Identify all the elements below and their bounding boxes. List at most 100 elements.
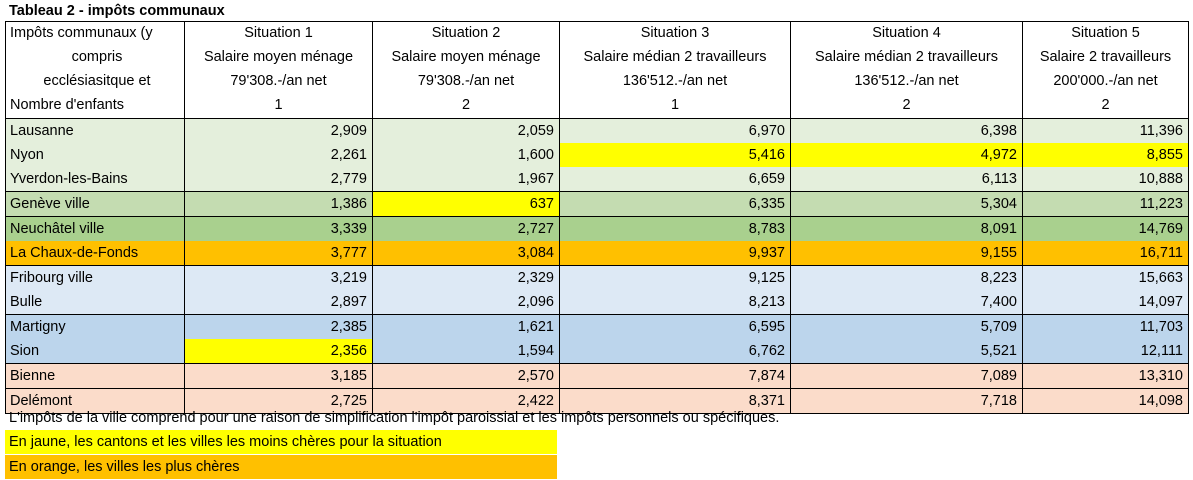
situation-amount: 136'512.-/an net: [622, 73, 728, 89]
table-row: Bienne 3,185 2,570 7,874 7,089 13,310: [5, 363, 1189, 389]
tax-value-situation-2: 637: [372, 191, 560, 217]
tax-value-situation-4: 5,521: [790, 339, 1023, 364]
tax-value-situation-3: 6,762: [559, 339, 791, 364]
situation-children: 2: [902, 97, 911, 113]
city-name: Nyon: [5, 143, 185, 167]
tax-value-situation-5: 11,223: [1022, 191, 1189, 217]
tax-value-situation-3: 5,416: [559, 143, 791, 167]
situation-salary-type: Salaire moyen ménage: [203, 49, 354, 65]
city-name: Bienne: [5, 363, 185, 389]
situation-salary-type: Salaire moyen ménage: [391, 49, 541, 65]
table-row: Genève ville 1,386 637 6,335 5,304 11,223: [5, 191, 1189, 217]
tax-value-situation-4: 7,089: [790, 363, 1023, 389]
tax-value-situation-3: 8,213: [559, 290, 791, 315]
tax-value-situation-3: 6,659: [559, 167, 791, 192]
tax-value-situation-1: 3,339: [184, 216, 373, 241]
tax-value-situation-4: 5,304: [790, 191, 1023, 217]
table-header: Impôts communaux (y compris ecclésiasitq…: [5, 21, 1189, 119]
tax-value-situation-4: 8,223: [790, 265, 1023, 290]
city-name: Sion: [5, 339, 185, 364]
tax-value-situation-5: 11,396: [1022, 118, 1189, 143]
table-row: Nyon 2,261 1,600 5,416 4,972 8,855: [5, 143, 1189, 167]
header-label-line: Impôts communaux (y: [10, 25, 153, 41]
city-name: Genève ville: [5, 191, 185, 217]
tax-value-situation-1: 2,356: [184, 339, 373, 364]
tax-value-situation-4: 7,400: [790, 290, 1023, 315]
situation-amount: 79'308.-/an net: [230, 73, 327, 89]
situation-name: Situation 5: [1071, 25, 1140, 41]
situation-children: 1: [274, 97, 283, 113]
header-label-line: Nombre d'enfants: [10, 97, 124, 113]
city-name: Lausanne: [5, 118, 185, 143]
tax-value-situation-2: 1,600: [372, 143, 560, 167]
table-title: Tableau 2 - impôts communaux: [9, 3, 225, 19]
tax-value-situation-1: 2,779: [184, 167, 373, 192]
legend-yellow: En jaune, les cantons et les villes les …: [5, 430, 557, 454]
tax-value-situation-2: 2,329: [372, 265, 560, 290]
tax-value-situation-1: 3,219: [184, 265, 373, 290]
tax-value-situation-5: 14,098: [1022, 388, 1189, 414]
table-row: Martigny 2,385 1,621 6,595 5,709 11,703: [5, 314, 1189, 339]
table-body: Lausanne 2,909 2,059 6,970 6,398 11,396 Nyon 2,…: [5, 118, 1189, 414]
tax-value-situation-5: 12,111: [1022, 339, 1189, 364]
tax-value-situation-1: 2,385: [184, 314, 373, 339]
table-row: Neuchâtel ville 3,339 2,727 8,783 8,091 14,76…: [5, 216, 1189, 241]
tax-value-situation-2: 3,084: [372, 241, 560, 266]
tax-value-situation-1: 1,386: [184, 191, 373, 217]
tax-value-situation-5: 10,888: [1022, 167, 1189, 192]
tax-value-situation-1: 2,909: [184, 118, 373, 143]
situation-salary-type: Salaire médian 2 travailleurs: [815, 49, 998, 65]
tax-value-situation-2: 1,621: [372, 314, 560, 339]
situation-children: 2: [1101, 97, 1110, 113]
table-row: Delémont 2,725 2,422 8,371 7,718 14,098: [5, 388, 1189, 414]
city-name: Neuchâtel ville: [5, 216, 185, 241]
header-situation-5: Situation 5 Salaire 2 travailleurs 200'0…: [1022, 21, 1189, 119]
table-row: Sion 2,356 1,594 6,762 5,521 12,111: [5, 339, 1189, 364]
header-row-label: Impôts communaux (y compris ecclésiasitq…: [5, 21, 185, 119]
situation-name: Situation 3: [640, 25, 710, 41]
tax-value-situation-3: 9,937: [559, 241, 791, 266]
city-name: La Chaux-de-Fonds: [5, 241, 185, 266]
table-row: Fribourg ville 3,219 2,329 9,125 8,223 15,663: [5, 265, 1189, 290]
tax-value-situation-5: 14,097: [1022, 290, 1189, 315]
tax-value-situation-5: 15,663: [1022, 265, 1189, 290]
header-situation-3: Situation 3 Salaire médian 2 travailleur…: [559, 21, 791, 119]
tax-value-situation-3: 7,874: [559, 363, 791, 389]
tax-value-situation-3: 9,125: [559, 265, 791, 290]
tax-value-situation-4: 5,709: [790, 314, 1023, 339]
tax-value-situation-4: 4,972: [790, 143, 1023, 167]
situation-children: 1: [670, 97, 680, 113]
tax-value-situation-4: 9,155: [790, 241, 1023, 266]
header-situation-4: Situation 4 Salaire médian 2 travailleur…: [790, 21, 1023, 119]
city-name: Bulle: [5, 290, 185, 315]
footnote: L'impôts de la ville comprend pour une r…: [9, 410, 780, 426]
header-label-line: ecclésiasitque et: [43, 73, 151, 89]
tax-value-situation-2: 1,967: [372, 167, 560, 192]
tax-value-situation-3: 6,595: [559, 314, 791, 339]
situation-name: Situation 4: [872, 25, 941, 41]
tax-table: Impôts communaux (y compris ecclésiasitq…: [5, 21, 1189, 414]
city-name: Delémont: [5, 388, 185, 414]
table-row: Bulle 2,897 2,096 8,213 7,400 14,097: [5, 290, 1189, 315]
tax-value-situation-1: 2,261: [184, 143, 373, 167]
table-row: Yverdon-les-Bains 2,779 1,967 6,659 6,113 10,…: [5, 167, 1189, 192]
header-situation-1: Situation 1 Salaire moyen ménage 79'308.…: [184, 21, 373, 119]
tax-value-situation-2: 1,594: [372, 339, 560, 364]
tax-value-situation-3: 6,970: [559, 118, 791, 143]
header-situation-2: Situation 2 Salaire moyen ménage 79'308.…: [372, 21, 560, 119]
tax-value-situation-5: 11,703: [1022, 314, 1189, 339]
tax-value-situation-3: 6,335: [559, 191, 791, 217]
city-name: Fribourg ville: [5, 265, 185, 290]
tax-value-situation-2: 2,059: [372, 118, 560, 143]
situation-children: 2: [461, 97, 471, 113]
tax-value-situation-5: 14,769: [1022, 216, 1189, 241]
table-row: Lausanne 2,909 2,059 6,970 6,398 11,396: [5, 118, 1189, 143]
tax-value-situation-3: 8,783: [559, 216, 791, 241]
situation-amount: 79'308.-/an net: [417, 73, 515, 89]
table-row: La Chaux-de-Fonds 3,777 3,084 9,937 9,155 16,…: [5, 241, 1189, 266]
situation-amount: 200'000.-/an net: [1053, 73, 1158, 89]
tax-value-situation-3: 8,371: [559, 388, 791, 414]
tax-value-situation-4: 6,113: [790, 167, 1023, 192]
tax-value-situation-2: 2,422: [372, 388, 560, 414]
header-label-line: compris: [71, 49, 123, 65]
